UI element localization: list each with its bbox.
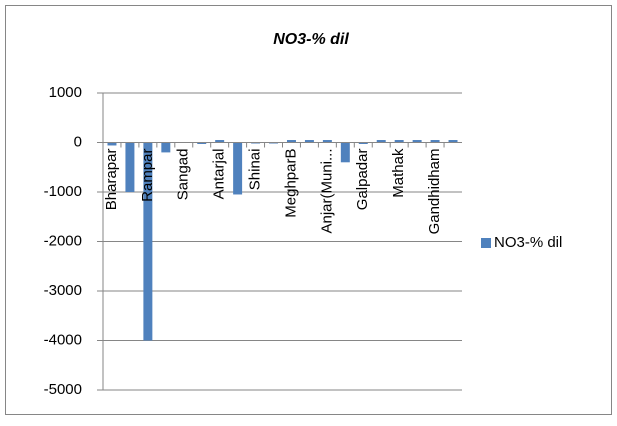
bar — [161, 143, 170, 153]
y-tick-label: -2000 — [44, 232, 82, 249]
y-tick-label: -5000 — [44, 381, 82, 398]
y-tick-label: -1000 — [44, 183, 82, 200]
bar — [125, 143, 134, 193]
x-tick-label: Gandhidham — [426, 149, 443, 235]
x-tick-label: Shinai — [247, 149, 264, 191]
bar — [233, 143, 242, 195]
x-tick-label: Bharapar — [103, 149, 120, 211]
x-tick-label: Anjar(Muni... — [318, 149, 335, 234]
bar — [341, 143, 350, 163]
chart-border — [6, 6, 612, 415]
x-tick-label: Rampar — [139, 149, 156, 202]
x-tick-label: Sangad — [175, 149, 192, 201]
x-tick-label: MeghparB — [282, 149, 299, 218]
x-tick-label: Galpadar — [354, 149, 371, 211]
y-tick-label: -4000 — [44, 331, 82, 348]
y-tick-label: 1000 — [49, 84, 82, 101]
y-tick-label: -3000 — [44, 282, 82, 299]
chart-title: NO3-% dil — [273, 31, 349, 48]
y-tick-label: 0 — [74, 133, 82, 150]
legend-swatch — [481, 238, 491, 248]
legend-label: NO3-% dil — [494, 234, 562, 251]
x-tick-label: Antarjal — [211, 148, 228, 199]
x-tick-label: Mathak — [390, 148, 407, 198]
